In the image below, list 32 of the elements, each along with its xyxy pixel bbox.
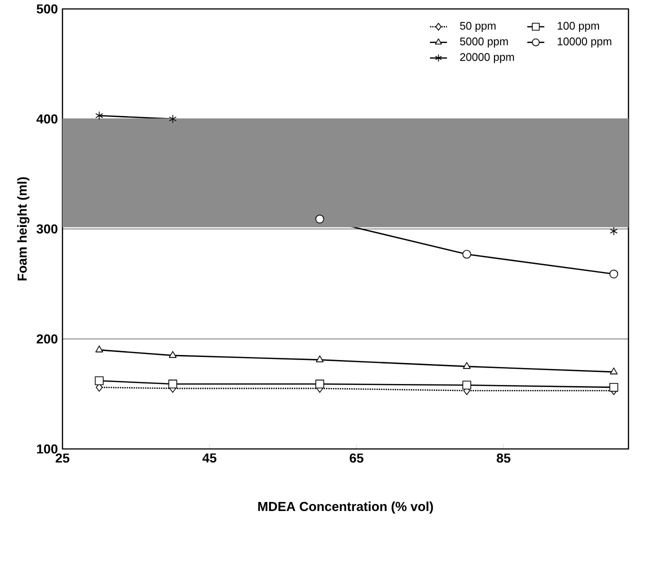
y-axis-title: Foam height (ml) xyxy=(17,177,30,281)
point xyxy=(462,362,471,370)
y-tick-label: 100 xyxy=(37,444,58,454)
x-tick-label: 65 xyxy=(350,454,364,463)
legend-label: 10000 ppm xyxy=(558,38,612,48)
x-axis-title: MDEA Concentration (% vol) xyxy=(258,502,433,514)
point xyxy=(609,270,618,279)
point xyxy=(462,380,472,390)
point xyxy=(168,351,177,358)
legend-label: 50 ppm xyxy=(460,22,496,32)
x-tick-label: 25 xyxy=(56,454,70,463)
point xyxy=(610,226,618,236)
point xyxy=(462,250,472,259)
point xyxy=(168,380,178,389)
point xyxy=(315,380,324,389)
y-tick-label: 500 xyxy=(36,4,58,14)
point xyxy=(95,111,104,120)
point xyxy=(315,214,324,224)
point xyxy=(609,383,618,392)
legend-label: 20000 ppm xyxy=(460,53,514,64)
x-tick-label: 45 xyxy=(202,454,216,463)
y-tick-label: 300 xyxy=(36,224,58,234)
y-tick-label: 200 xyxy=(36,334,58,344)
point xyxy=(168,114,177,124)
legend-label: 5000 ppm xyxy=(460,38,508,48)
point xyxy=(610,368,618,375)
point xyxy=(95,346,104,353)
point xyxy=(316,356,324,362)
point xyxy=(94,376,104,386)
x-tick-label: 85 xyxy=(496,454,510,463)
legend-label: 100 ppm xyxy=(558,22,599,32)
y-tick-label: 400 xyxy=(36,114,58,124)
